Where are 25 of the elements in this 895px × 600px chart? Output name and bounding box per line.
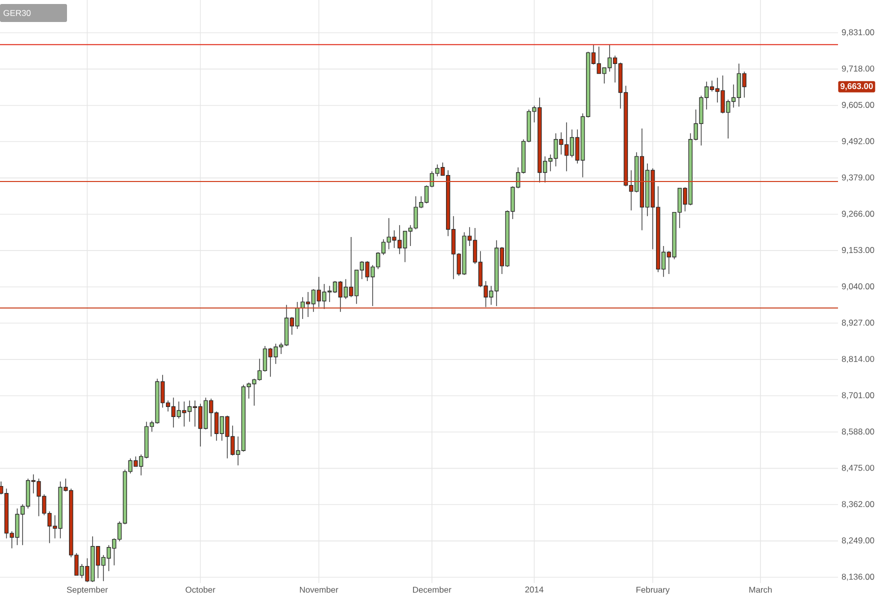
x-tick-label: October <box>186 586 216 593</box>
y-tick-label: 9,492.00 <box>842 138 874 146</box>
annotation: 9,663.00 <box>840 83 873 90</box>
y-tick-label: 9,266.00 <box>842 210 874 218</box>
x-tick-label: December <box>413 586 452 593</box>
x-tick-label: February <box>636 586 670 594</box>
x-tick-label: September <box>66 586 108 594</box>
y-tick-label: 9,831.00 <box>842 29 874 36</box>
y-tick-label: 8,475.00 <box>842 464 874 472</box>
x-tick-label: 2014 <box>525 586 544 593</box>
y-tick-label: 9,153.00 <box>842 247 874 254</box>
text: GER30 <box>4 10 31 16</box>
x-tick-label: March <box>749 586 772 593</box>
y-tick-label: 8,814.00 <box>842 356 874 363</box>
y-tick-label: 8,927.00 <box>842 320 874 327</box>
y-tick-label: 9,718.00 <box>842 66 874 73</box>
y-tick-label: 8,701.00 <box>842 392 874 400</box>
y-tick-label: 9,605.00 <box>842 102 874 109</box>
y-tick-label: 9,379.00 <box>842 174 874 182</box>
y-tick-label: 8,362.00 <box>842 501 874 508</box>
x-tick-label: November <box>300 586 338 593</box>
y-tick-label: 8,588.00 <box>842 428 874 436</box>
y-tick-label: 8,136.00 <box>842 574 874 581</box>
y-tick-label: 8,249.00 <box>842 537 874 544</box>
y-tick-label: 9,040.00 <box>842 283 874 290</box>
